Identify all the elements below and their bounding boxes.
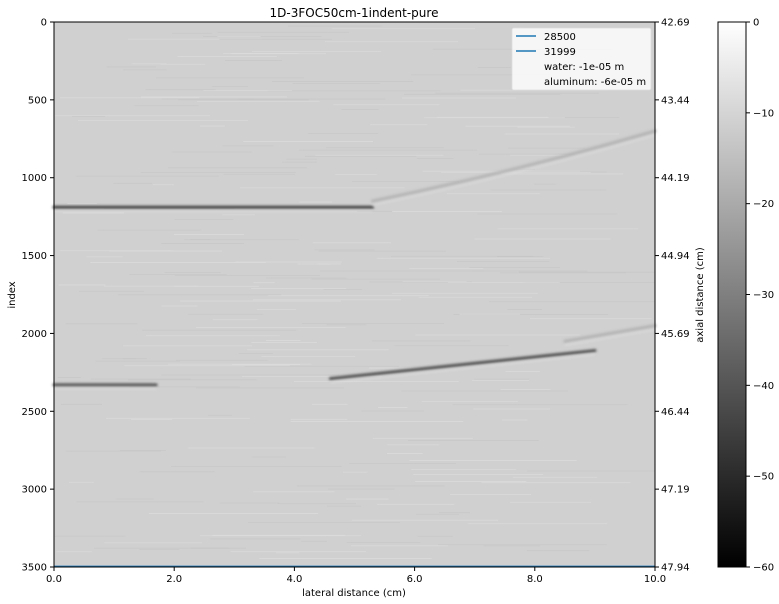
y-right-tick-label: 47.19 (661, 485, 690, 496)
reflector-highlight (372, 134, 656, 206)
colorbar-tick-label: −10 (753, 108, 774, 119)
y-tick-label: 2000 (22, 329, 47, 340)
x-tick-label: 2.0 (166, 574, 182, 585)
y-right-tick-label: 43.44 (661, 95, 690, 106)
x-tick-label: 10.0 (644, 574, 666, 585)
x-tick-label: 6.0 (407, 574, 423, 585)
chart-title: 1D-3FOC50cm-1indent-pure (270, 6, 439, 20)
speckle-texture (54, 25, 655, 559)
colorbar-gradient (717, 21, 747, 568)
reflector-band (328, 349, 597, 381)
x-tick-label: 0.0 (46, 574, 62, 585)
y-axis-label: index (7, 281, 18, 308)
plot-area (52, 21, 657, 568)
y-tick-label: 0 (41, 18, 47, 29)
y-tick-label: 2500 (22, 407, 47, 418)
reflector-band (371, 129, 657, 203)
x-tick-label: 4.0 (286, 574, 302, 585)
y-axis-right: 42.69 43.44 44.19 44.94 45.69 46.44 47.19 47.94 (655, 18, 690, 574)
reflector-highlight (564, 329, 656, 346)
y-right-tick-label: 45.69 (661, 329, 690, 340)
colorbar-tick-label: −40 (753, 381, 774, 392)
x-axis-label: lateral distance (cm) (302, 588, 406, 599)
colorbar-tick-label: −60 (753, 563, 774, 574)
legend-label-aluminum: aluminum: -6e-05 m (544, 77, 646, 88)
reflector-highlight (330, 354, 595, 384)
x-axis: 0.0 2.0 4.0 6.0 8.0 10.0 (46, 567, 666, 585)
y-right-tick-label: 47.94 (661, 563, 690, 574)
y-tick-label: 1000 (22, 173, 47, 184)
x-tick-label: 8.0 (527, 574, 543, 585)
colorbar: 0 −10 −20 −30 −40 −50 −60 (717, 18, 774, 574)
legend: 28500 31999 water: -1e-05 m aluminum: -6… (511, 27, 652, 91)
y-right-tick-label: 44.94 (661, 251, 690, 262)
y-axis-left: 0 500 1000 1500 2000 2500 3000 3500 (22, 18, 54, 574)
colorbar-ticks: 0 −10 −20 −30 −40 −50 −60 (746, 18, 774, 574)
y-right-tick-label: 44.19 (661, 173, 690, 184)
legend-label-31999: 31999 (544, 47, 576, 58)
legend-label-28500: 28500 (544, 32, 576, 43)
colorbar-tick-label: −30 (753, 290, 774, 301)
y-tick-label: 500 (28, 95, 47, 106)
reflector-band (563, 324, 657, 343)
plot-frame (53, 21, 656, 568)
reflector-features (52, 129, 657, 390)
y-tick-label: 1500 (22, 251, 47, 262)
y-right-tick-label: 46.44 (661, 407, 690, 418)
colorbar-tick-label: 0 (753, 18, 759, 29)
legend-box (511, 27, 652, 91)
legend-label-water: water: -1e-05 m (544, 62, 624, 73)
y-right-tick-label: 42.69 (661, 18, 690, 29)
y-axis-right-label: axial distance (cm) (695, 247, 706, 343)
y-tick-label: 3500 (22, 563, 47, 574)
colorbar-tick-label: −50 (753, 472, 774, 483)
colorbar-tick-label: −20 (753, 199, 774, 210)
y-tick-label: 3000 (22, 485, 47, 496)
